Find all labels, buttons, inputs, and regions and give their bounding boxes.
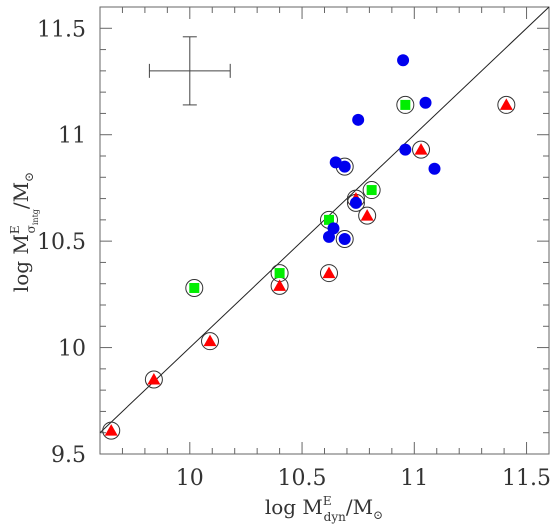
- error-bar: [148, 36, 231, 106]
- x-tick-label: 10: [176, 466, 204, 491]
- axis-ticks: [99, 6, 550, 455]
- y-axis-label-suffix: /M: [9, 182, 33, 209]
- x-tick-label: 10.5: [278, 466, 327, 491]
- square-point: [189, 282, 200, 293]
- y-axis-label-sub: σ: [24, 225, 38, 233]
- square-point: [274, 268, 285, 279]
- y-tick-label: 11.5: [37, 17, 86, 42]
- triangle-point: [499, 98, 513, 110]
- plot-frame: [99, 6, 550, 455]
- triangle-point: [414, 143, 428, 155]
- circle-point: [349, 196, 362, 209]
- triangle-point: [273, 279, 287, 291]
- circle-point: [428, 162, 441, 175]
- x-axis-label-sub: dyn: [324, 510, 346, 524]
- triangle-point: [104, 424, 118, 436]
- y-axis-label-prefix: log M: [9, 234, 33, 292]
- y-axis-label: log ME σintg/M⊙: [8, 172, 40, 292]
- point-circle: [412, 140, 431, 159]
- circle-point: [329, 156, 342, 169]
- y-tick-label: 10: [58, 337, 86, 362]
- triangle-point: [147, 373, 161, 385]
- point-circle: [497, 95, 516, 114]
- circled-markers: [102, 95, 516, 440]
- y-axis-label-sun: ⊙: [22, 172, 36, 182]
- circle-point: [397, 54, 410, 67]
- circle-point: [352, 113, 365, 126]
- x-axis-label-prefix: log M: [265, 495, 323, 519]
- y-tick-label: 9.5: [51, 443, 86, 468]
- triangle-point: [322, 266, 336, 279]
- square-point: [400, 99, 411, 110]
- y-tick-label: 10.5: [37, 230, 86, 255]
- y-axis-label-sup: E: [8, 225, 22, 234]
- circle-point: [338, 160, 351, 173]
- circle-point: [338, 233, 351, 246]
- point-circle: [319, 264, 338, 283]
- x-tick-label: 11.5: [502, 466, 551, 491]
- point-circle: [201, 332, 220, 351]
- y-tick-label: 11: [58, 124, 86, 149]
- y-axis-label-subsub: intg: [31, 209, 40, 225]
- circle-point: [327, 222, 340, 235]
- point-circle: [102, 421, 121, 440]
- square-point: [366, 185, 377, 196]
- point-circle: [335, 230, 354, 249]
- square-point: [323, 214, 334, 225]
- x-axis-label-sup: E: [323, 494, 332, 508]
- triangle-point: [360, 209, 374, 221]
- point-circle: [185, 278, 204, 297]
- point-circle: [362, 181, 381, 200]
- circle-point: [399, 143, 412, 156]
- triangle-point: [203, 334, 217, 347]
- x-axis-label: log ME dyn/M⊙: [265, 494, 383, 524]
- point-circle: [396, 95, 415, 114]
- point-circle: [144, 370, 163, 389]
- x-axis-label-suffix: /M: [346, 495, 373, 519]
- axis-tick-labels: 10 10.5 11 11.5 9.5 10 10.5 11 11.5: [37, 17, 551, 491]
- point-circle: [358, 206, 377, 225]
- circle-point: [419, 96, 432, 109]
- x-axis-label-sun: ⊙: [373, 508, 383, 522]
- x-tick-label: 11: [400, 466, 428, 491]
- data-markers: [104, 54, 513, 436]
